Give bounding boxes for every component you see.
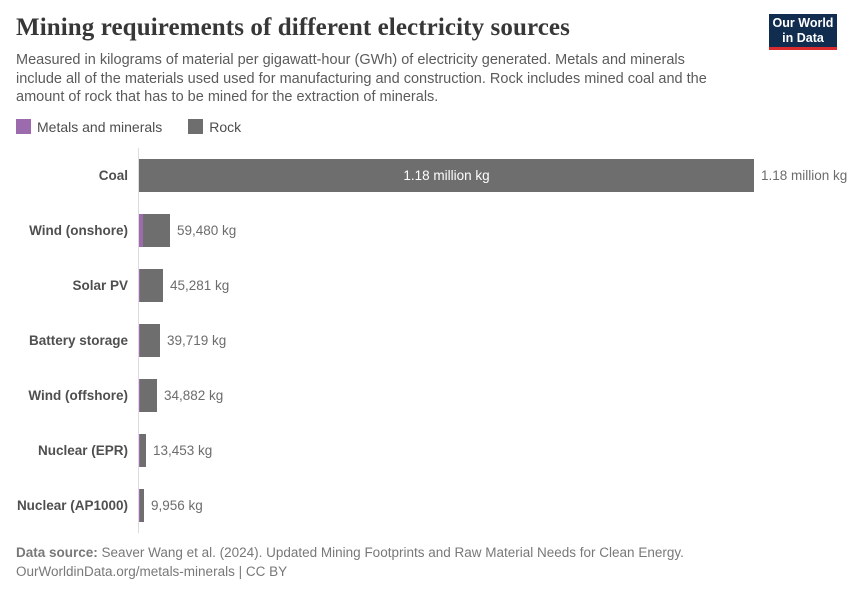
bar-value-label: 9,956 kg bbox=[151, 497, 203, 513]
legend-item-metals[interactable]: Metals and minerals bbox=[16, 119, 162, 135]
bar-row: Battery storage 39,719 kg bbox=[16, 313, 836, 368]
bar-track: 1.18 million kg 1.18 million kg bbox=[139, 158, 848, 192]
category-label: Wind (offshore) bbox=[28, 387, 128, 403]
bar-row: Solar PV 45,281 kg bbox=[16, 258, 836, 313]
rock-segment bbox=[143, 213, 170, 247]
chart-title: Mining requirements of different electri… bbox=[16, 14, 570, 41]
bar-rows: Coal 1.18 million kg 1.18 million kg Win… bbox=[16, 147, 847, 533]
bar[interactable] bbox=[139, 378, 157, 412]
metals-segment bbox=[139, 213, 143, 247]
bar-value-label: 59,480 kg bbox=[177, 222, 237, 238]
bar-row: Nuclear (EPR) 13,453 kg bbox=[16, 423, 836, 478]
rock-segment bbox=[139, 158, 754, 192]
bar-inside-value: 1.18 million kg bbox=[403, 167, 490, 183]
metals-segment bbox=[139, 433, 140, 467]
bar[interactable]: 1.18 million kg bbox=[139, 158, 754, 192]
metals-segment bbox=[139, 268, 140, 302]
rock-swatch-icon bbox=[188, 119, 204, 134]
chart-footer: Data source: Seaver Wang et al. (2024). … bbox=[16, 543, 836, 581]
metals-segment bbox=[139, 323, 140, 357]
bar[interactable] bbox=[139, 213, 170, 247]
rock-segment bbox=[140, 433, 146, 467]
owid-logo-line1: Our World bbox=[772, 16, 834, 30]
category-label: Battery storage bbox=[28, 332, 128, 348]
legend: Metals and minerals Rock bbox=[16, 119, 836, 135]
rock-segment bbox=[140, 378, 157, 412]
bar-row: Wind (offshore) 34,882 kg bbox=[16, 368, 836, 423]
license-line: OurWorldinData.org/metals-minerals | CC … bbox=[16, 563, 288, 579]
category-label: Solar PV bbox=[72, 277, 128, 293]
rock-segment bbox=[140, 323, 160, 357]
category-label: Nuclear (EPR) bbox=[37, 442, 128, 458]
category-label: Wind (onshore) bbox=[29, 222, 128, 238]
bar-track: 13,453 kg bbox=[139, 433, 836, 467]
bar-value-label: 34,882 kg bbox=[164, 387, 224, 403]
legend-item-rock[interactable]: Rock bbox=[188, 119, 241, 135]
bar-row: Coal 1.18 million kg 1.18 million kg bbox=[16, 148, 847, 203]
bar[interactable] bbox=[139, 488, 144, 522]
metals-segment bbox=[139, 488, 140, 522]
metals-swatch-icon bbox=[16, 119, 31, 134]
bar-value-label: 45,281 kg bbox=[170, 277, 230, 293]
bar-value-label: 1.18 million kg bbox=[761, 167, 848, 183]
bar[interactable] bbox=[139, 268, 163, 302]
owid-logo-line2: in Data bbox=[782, 30, 824, 45]
bar-track: 39,719 kg bbox=[139, 323, 836, 357]
bar[interactable] bbox=[139, 323, 160, 357]
category-label: Coal bbox=[98, 167, 128, 183]
metals-segment bbox=[139, 378, 140, 412]
data-source-label: Data source: bbox=[16, 544, 98, 560]
rock-segment bbox=[140, 488, 144, 522]
legend-label-metals: Metals and minerals bbox=[37, 118, 163, 135]
data-source-line: Data source: Seaver Wang et al. (2024). … bbox=[16, 543, 836, 562]
bar-row: Nuclear (AP1000) 9,956 kg bbox=[16, 478, 836, 533]
bar[interactable] bbox=[139, 433, 146, 467]
bar-track: 45,281 kg bbox=[139, 268, 836, 302]
rock-segment bbox=[140, 268, 163, 302]
bar-track: 9,956 kg bbox=[139, 488, 836, 522]
bar-row: Wind (onshore) 59,480 kg bbox=[16, 203, 836, 258]
legend-label-rock: Rock bbox=[209, 118, 242, 135]
bar-value-label: 13,453 kg bbox=[153, 442, 213, 458]
bar-value-label: 39,719 kg bbox=[167, 332, 227, 348]
chart-subtitle: Measured in kilograms of material per gi… bbox=[16, 52, 707, 105]
category-label: Nuclear (AP1000) bbox=[16, 497, 128, 513]
data-source-text: Seaver Wang et al. (2024). Updated Minin… bbox=[101, 544, 684, 560]
owid-logo[interactable]: Our World in Data bbox=[769, 14, 837, 50]
bar-track: 34,882 kg bbox=[139, 378, 836, 412]
bar-track: 59,480 kg bbox=[139, 213, 836, 247]
